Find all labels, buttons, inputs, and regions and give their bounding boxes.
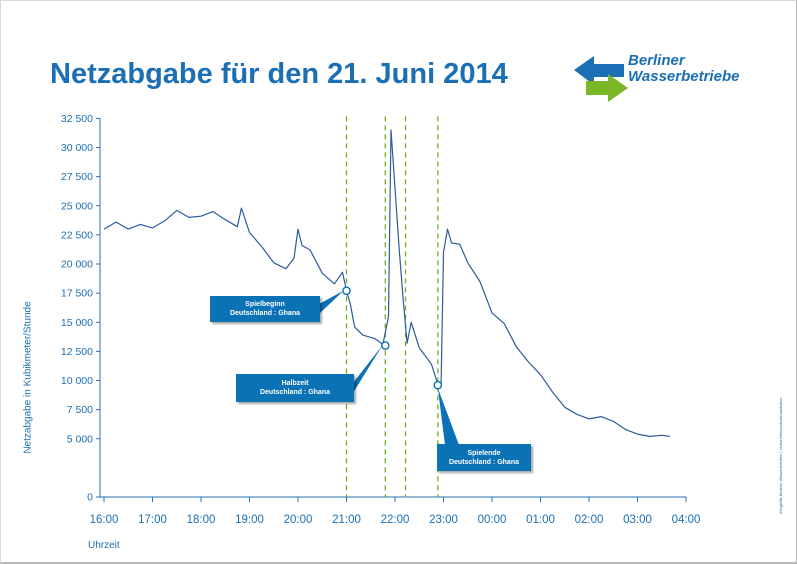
y-tick-label: 22 500 [61,229,93,241]
annotation-line2: Deutschland : Ghana [448,458,519,466]
logo-text: Berliner Wasserbetriebe [628,53,739,85]
y-tick-label: 17 500 [61,288,93,300]
annotation-callout: Halbzeit Deutschland : Ghana [236,374,354,402]
x-tick-label: 21:00 [332,514,361,526]
series-line [103,129,670,437]
logo-text-line2: Wasserbetriebe [628,68,740,85]
x-tick-label: 20:00 [284,514,313,526]
x-tick-label: 16:00 [90,514,119,526]
y-tick-label: 27 500 [61,171,93,183]
y-tick-label: 25 000 [61,200,93,212]
logo-blue-arrow-icon [574,56,624,85]
callout-pointer [353,345,383,393]
x-tick-label: 01:00 [526,514,555,526]
logo-text-line1: Berliner [628,52,685,69]
x-tick-label: 22:00 [381,514,410,526]
annotation-point [342,286,351,296]
annotation-callout: Spielbeginn Deutschland : Ghana [210,296,320,322]
y-tick-label: 20 000 [61,259,93,271]
x-tick-label: 04:00 [672,514,701,526]
x-tick-label: 23:00 [429,514,458,526]
y-tick-label: 5 000 [67,433,93,445]
y-tick-label: 7 500 [67,404,93,416]
x-axis-label: Uhrzeit [88,540,120,551]
annotation-line1: Spielende [467,449,501,457]
annotation-line1: Halbzeit [281,380,309,387]
x-tick-label: 00:00 [478,514,507,526]
callout-pointer [437,388,459,445]
berliner-wasserbetriebe-logo [574,56,628,102]
y-tick-label: 32 500 [61,113,93,125]
y-tick-label: 12 500 [61,346,93,358]
y-tick-label: 30 000 [61,142,93,154]
y-tick-label: 10 000 [61,375,93,387]
annotation-line2: Deutschland : Ghana [229,310,300,317]
annotation-line2: Deutschland : Ghana [259,389,330,396]
chart-title: Netzabgabe für den 21. Juni 2014 [50,58,508,90]
x-tick-label: 03:00 [623,514,652,526]
logo-green-arrow-icon [586,74,628,102]
callout-pointer [319,290,344,314]
y-tick-label: 0 [87,492,93,504]
annotation-point [433,380,443,390]
x-tick-label: 19:00 [235,514,264,526]
x-tick-label: 18:00 [187,514,216,526]
annotation-line1: Spielbeginn [245,301,285,308]
annotation-callout: Spielende Deutschland : Ghana [437,444,531,471]
x-tick-label: 17:00 [138,514,167,526]
y-tick-label: 15 000 [61,317,93,329]
x-tick-label: 02:00 [575,514,604,526]
annotation-point [380,341,390,350]
